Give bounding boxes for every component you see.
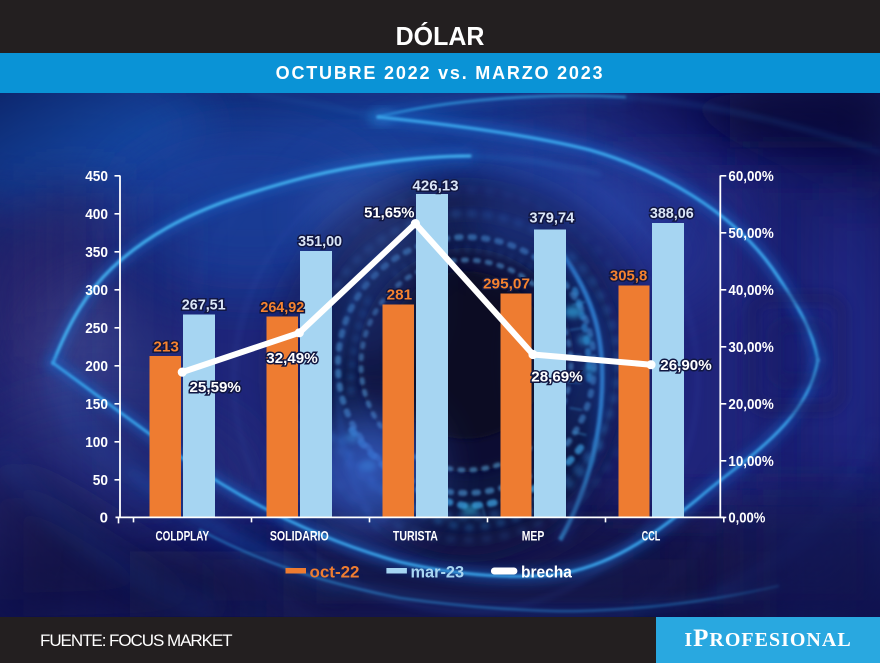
svg-text:250: 250 [85, 320, 108, 337]
svg-text:40,00%: 40,00% [728, 282, 773, 299]
svg-text:264,92: 264,92 [260, 300, 304, 316]
svg-text:200: 200 [85, 358, 108, 375]
svg-text:450: 450 [85, 168, 108, 185]
svg-text:0,00%: 0,00% [728, 510, 765, 527]
svg-text:60,00%: 60,00% [728, 168, 773, 185]
svg-text:SOLIDARIO: SOLIDARIO [270, 527, 329, 543]
svg-text:0: 0 [100, 510, 108, 527]
svg-text:50: 50 [93, 472, 108, 489]
svg-text:305,8: 305,8 [610, 268, 647, 284]
svg-text:20,00%: 20,00% [728, 396, 773, 413]
svg-text:oct-22: oct-22 [310, 562, 360, 581]
svg-text:brecha: brecha [521, 562, 572, 581]
svg-text:281: 281 [387, 288, 413, 304]
svg-text:100: 100 [85, 434, 108, 451]
svg-text:426,13: 426,13 [412, 178, 458, 194]
svg-text:mar-23: mar-23 [411, 562, 465, 581]
svg-text:150: 150 [85, 396, 108, 413]
svg-text:CCL: CCL [642, 527, 661, 543]
svg-text:10,00%: 10,00% [728, 453, 773, 470]
svg-text:TURISTA: TURISTA [393, 527, 438, 543]
svg-text:COLDPLAY: COLDPLAY [156, 527, 210, 543]
svg-text:51,65%: 51,65% [364, 204, 414, 221]
svg-text:351,00: 351,00 [298, 234, 342, 250]
svg-text:379,74: 379,74 [529, 211, 574, 227]
svg-text:295,07: 295,07 [483, 277, 530, 293]
svg-text:300: 300 [85, 282, 108, 299]
svg-text:50,00%: 50,00% [728, 225, 773, 242]
svg-text:25,59%: 25,59% [190, 379, 241, 396]
svg-text:30,00%: 30,00% [728, 339, 773, 356]
svg-text:28,69%: 28,69% [531, 368, 582, 385]
svg-text:400: 400 [85, 206, 108, 223]
svg-text:213: 213 [153, 339, 179, 355]
svg-text:26,90%: 26,90% [660, 357, 711, 374]
svg-text:388,06: 388,06 [650, 206, 694, 222]
svg-text:350: 350 [85, 244, 108, 261]
svg-text:267,51: 267,51 [182, 298, 226, 314]
svg-text:32,49%: 32,49% [266, 350, 317, 367]
svg-text:MEP: MEP [522, 527, 545, 543]
